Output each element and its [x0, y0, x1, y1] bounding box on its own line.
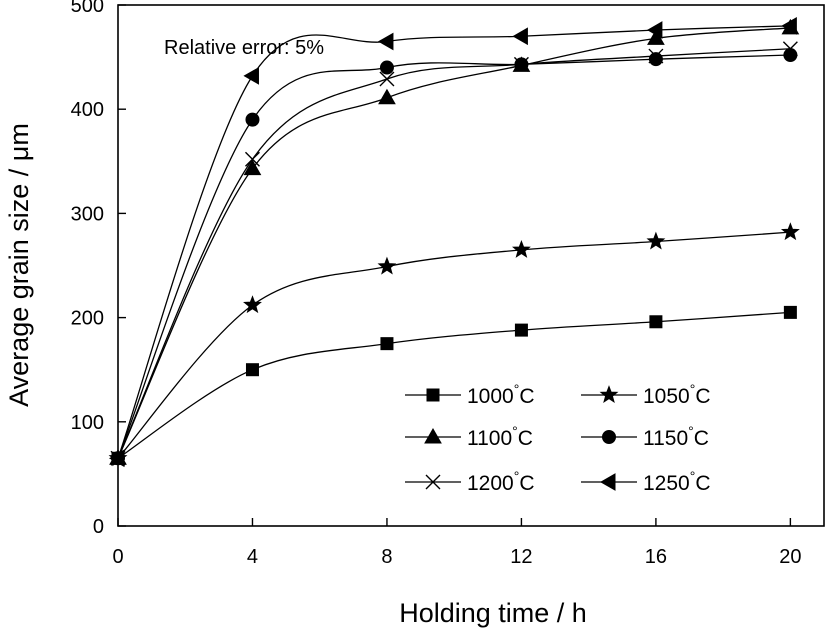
legend-marker	[426, 388, 440, 402]
legend-marker	[424, 427, 442, 444]
data-point-1150	[783, 48, 798, 63]
data-point-1100	[378, 88, 396, 105]
legend: 1000°C 1050°C 1100°C 1150°C 1200°C 1250°C	[405, 381, 711, 495]
x-axis-title: Holding time / h	[399, 598, 587, 628]
legend-item-1200: 1200°C	[405, 468, 535, 495]
legend-label: 1250°C	[643, 468, 711, 495]
x-tick-label: 16	[645, 546, 667, 568]
y-tick-label: 500	[71, 0, 104, 17]
data-point-1200	[648, 48, 664, 64]
legend-item-1250: 1250°C	[581, 468, 711, 495]
data-point-1050	[646, 231, 666, 250]
data-point-1000	[649, 315, 663, 329]
y-tick-label: 100	[71, 412, 104, 434]
data-point-1050	[780, 222, 800, 241]
data-point-1250	[243, 66, 259, 85]
y-tick-label: 400	[71, 99, 104, 121]
data-point-1150	[245, 112, 260, 127]
x-tick-label: 4	[247, 546, 258, 568]
data-point-1050	[377, 256, 397, 275]
x-tick-label: 8	[381, 546, 392, 568]
y-tick-label: 300	[71, 203, 104, 225]
y-tick-label: 0	[93, 516, 104, 538]
legend-label: 1150°C	[643, 423, 709, 450]
data-point-1000	[783, 305, 797, 319]
data-point-1250	[108, 449, 125, 468]
x-tick-label: 0	[112, 546, 123, 568]
legend-label: 1050°C	[643, 381, 711, 408]
data-point-1250	[512, 27, 528, 46]
legend-item-1050: 1050°C	[581, 381, 711, 408]
data-point-1000	[380, 337, 394, 351]
data-point-1150	[648, 52, 663, 67]
series-markers	[108, 16, 800, 468]
data-point-1200	[379, 71, 395, 87]
legend-marker	[602, 430, 616, 444]
data-point-1000	[514, 323, 528, 337]
legend-label: 1200°C	[467, 468, 535, 495]
data-point-1200	[782, 41, 798, 57]
x-tick-label: 20	[779, 546, 801, 568]
legend-marker	[599, 385, 619, 404]
data-point-1250	[781, 16, 797, 35]
data-point-1150	[379, 60, 394, 75]
axis-ticks	[117, 4, 792, 527]
legend-item-1000: 1000°C	[405, 381, 535, 408]
data-point-1200	[244, 151, 260, 167]
legend-item-1100: 1100°C	[405, 423, 533, 450]
y-axis-title: Average grain size / μm	[4, 123, 34, 407]
x-tick-label: 12	[510, 546, 532, 568]
legend-marker	[425, 474, 441, 490]
series-line-1050	[117, 231, 791, 459]
plot-frame	[117, 4, 825, 527]
y-tick-label: 200	[71, 308, 104, 330]
legend-marker	[599, 473, 616, 491]
data-point-1250	[377, 32, 394, 51]
data-point-1200	[513, 56, 529, 72]
data-point-1250	[646, 21, 663, 39]
series-line-1000	[117, 311, 791, 459]
data-point-1100	[243, 159, 262, 176]
data-point-1050	[511, 239, 531, 258]
legend-label: 1000°C	[467, 381, 535, 408]
legend-item-1150: 1150°C	[581, 423, 709, 450]
data-point-1000	[245, 363, 259, 377]
data-point-1050	[243, 295, 262, 314]
relative-error-annotation: Relative error: 5%	[164, 37, 324, 59]
legend-label: 1100°C	[467, 423, 533, 450]
